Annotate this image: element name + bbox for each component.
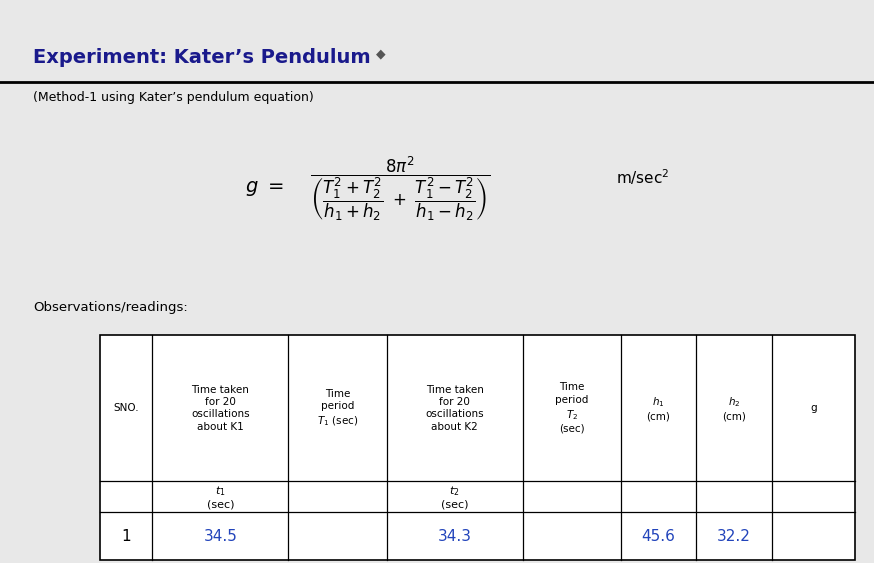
Text: 45.6: 45.6: [642, 529, 676, 544]
Text: $\mathrm{m/sec^2}$: $\mathrm{m/sec^2}$: [616, 168, 669, 187]
Bar: [100, 335, 855, 560]
Text: 1: 1: [121, 529, 131, 544]
Text: Time
period
$T_1$ (sec): Time period $T_1$ (sec): [317, 388, 358, 428]
Text: $h_2$
(cm): $h_2$ (cm): [722, 395, 746, 421]
Text: 34.3: 34.3: [438, 529, 472, 544]
Text: (Method-1 using Kater’s pendulum equation): (Method-1 using Kater’s pendulum equatio…: [33, 91, 314, 104]
Text: $t_1$
(sec): $t_1$ (sec): [207, 484, 234, 510]
Text: SNO.: SNO.: [114, 403, 139, 413]
Text: 32.2: 32.2: [717, 529, 751, 544]
Text: Experiment: Kater’s Pendulum: Experiment: Kater’s Pendulum: [33, 48, 371, 67]
Text: $t_2$
(sec): $t_2$ (sec): [440, 484, 468, 510]
Text: Time
period
$T_2$
(sec): Time period $T_2$ (sec): [555, 382, 588, 434]
Text: g: g: [810, 403, 816, 413]
Text: Observations/readings:: Observations/readings:: [33, 301, 188, 314]
Text: Time taken
for 20
oscillations
about K1: Time taken for 20 oscillations about K1: [191, 385, 250, 432]
Text: Time taken
for 20
oscillations
about K2: Time taken for 20 oscillations about K2: [426, 385, 484, 432]
Text: ◆: ◆: [376, 48, 385, 61]
Text: 34.5: 34.5: [204, 529, 238, 544]
Text: $g\ =$: $g\ =$: [245, 179, 283, 198]
Text: $\dfrac{8\pi^2}{\left(\dfrac{T_1^2 + T_2^2}{h_1 + h_2}\ +\ \dfrac{T_1^2 - T_2^2}: $\dfrac{8\pi^2}{\left(\dfrac{T_1^2 + T_2…: [310, 154, 491, 223]
Text: $h_1$
(cm): $h_1$ (cm): [647, 395, 670, 421]
